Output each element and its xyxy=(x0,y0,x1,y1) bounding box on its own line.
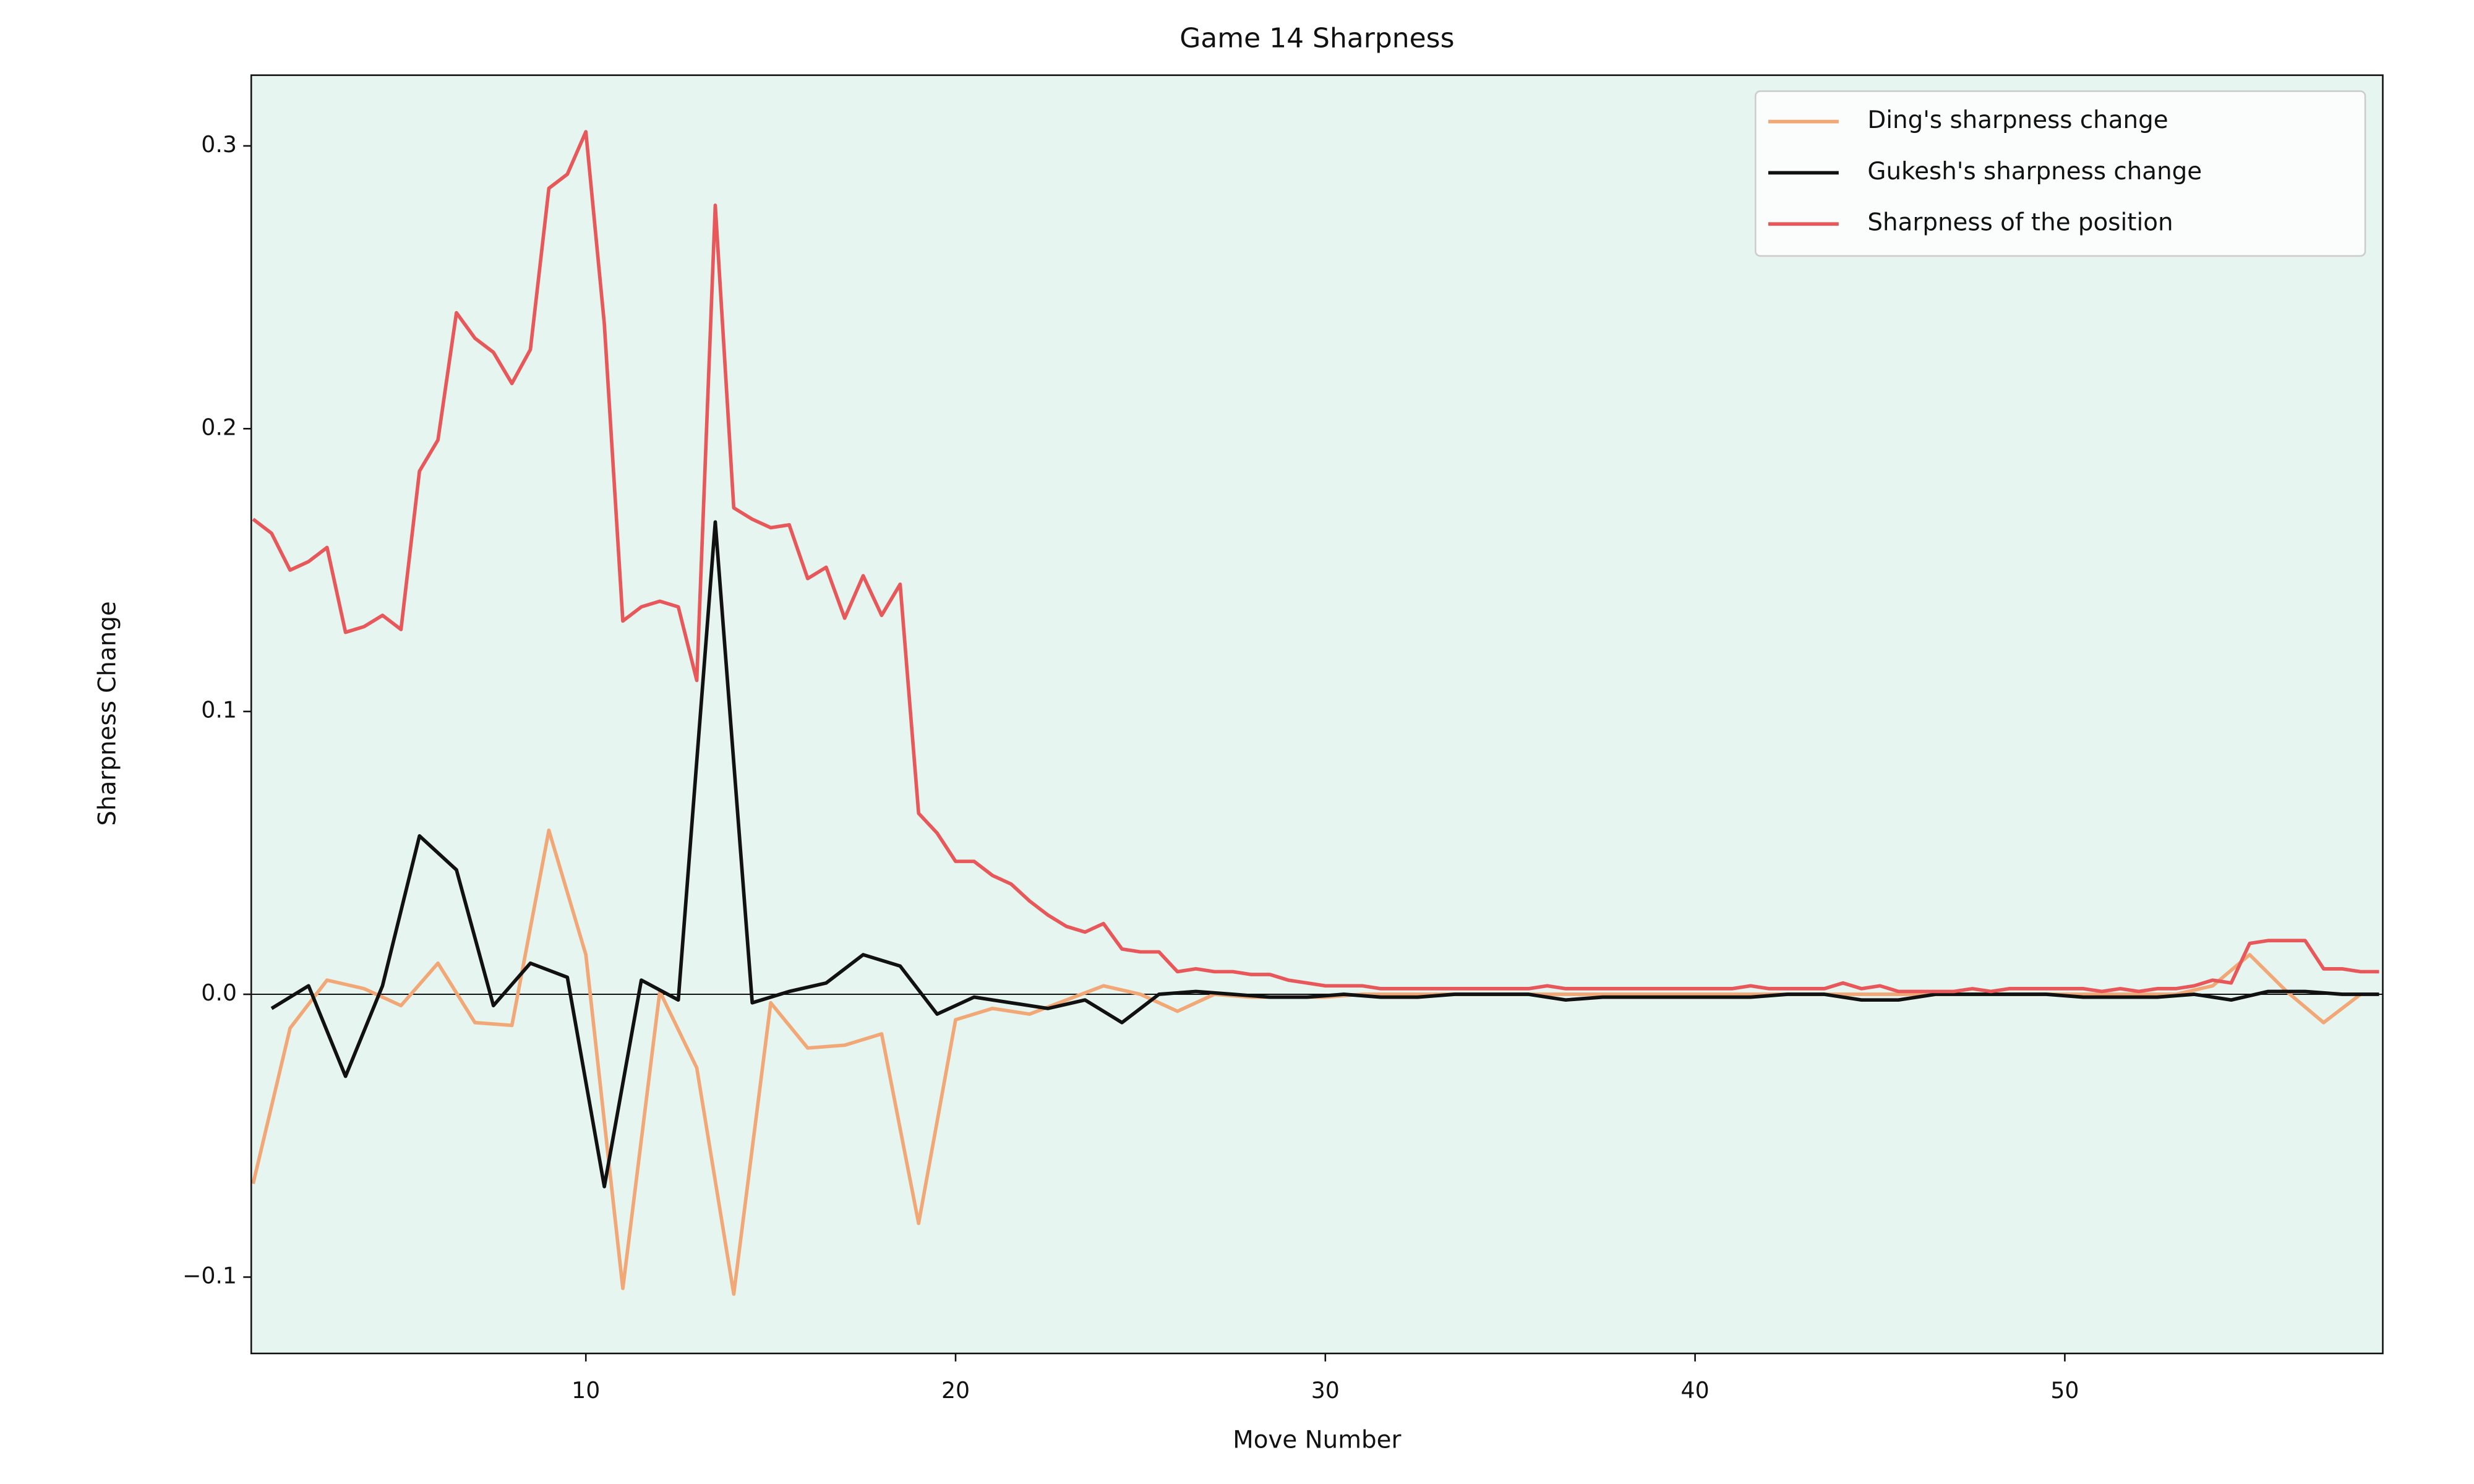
x-axis-label: Move Number xyxy=(1233,1426,1401,1454)
plot-frame xyxy=(250,74,2384,1355)
y-tick-label: 0.1 xyxy=(201,697,237,723)
legend-box xyxy=(1754,90,2366,257)
y-tick-label: 0.3 xyxy=(201,131,237,158)
y-tick-label: 0.2 xyxy=(201,414,237,440)
plot-background xyxy=(251,75,2383,1354)
x-tick-label: 30 xyxy=(1311,1377,1340,1404)
chart-title: Game 14 Sharpness xyxy=(1179,23,1454,54)
x-tick-label: 20 xyxy=(941,1377,970,1404)
y-tick-label: 0.0 xyxy=(201,979,237,1006)
x-tick-label: 10 xyxy=(571,1377,600,1404)
legend-label: Gukesh's sharpness change xyxy=(1867,158,2202,186)
series-line xyxy=(252,130,2379,994)
series-line xyxy=(270,520,2379,1188)
y-axis-label: Sharpness Change xyxy=(93,601,121,825)
y-tick-label: −0.1 xyxy=(182,1262,237,1289)
x-tick-label: 40 xyxy=(1681,1377,1710,1404)
x-tick-label: 50 xyxy=(2050,1377,2079,1404)
legend-label: Sharpness of the position xyxy=(1867,209,2173,237)
legend-label: Ding's sharpness change xyxy=(1867,106,2168,134)
